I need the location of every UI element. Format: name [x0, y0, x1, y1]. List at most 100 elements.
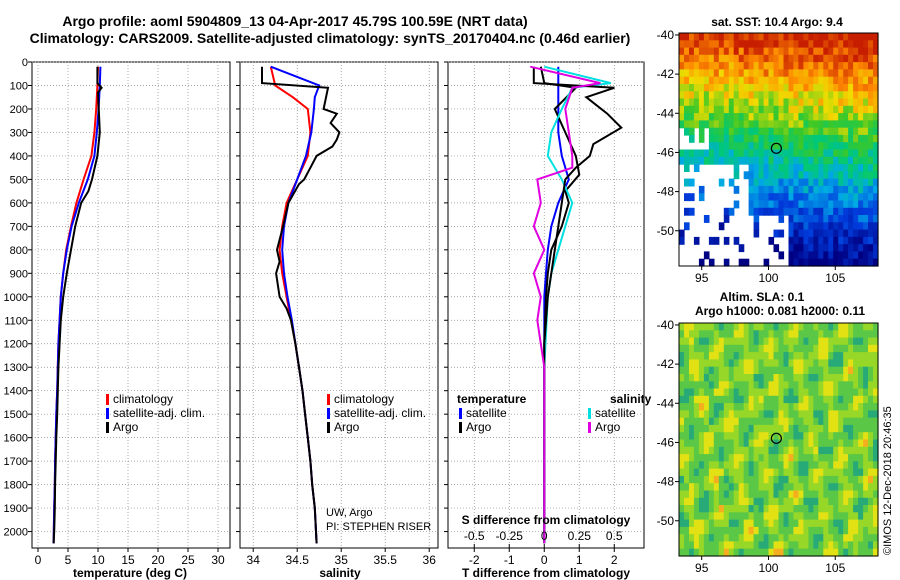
map-cell [823, 454, 829, 462]
map-cell [728, 134, 735, 143]
map-cell [783, 374, 790, 382]
map-cell [873, 512, 879, 521]
y-tick-label: 800 [10, 245, 28, 257]
map-cell [698, 381, 705, 390]
map-cell [858, 497, 864, 506]
map-cell [848, 461, 854, 470]
map-cell [728, 84, 735, 92]
map-cell [783, 76, 790, 85]
map-cell [828, 244, 834, 253]
map-cell [689, 432, 695, 441]
map-cell [693, 534, 700, 543]
legend-label: satellite [466, 406, 507, 420]
map-cell [823, 541, 829, 550]
map-cell [689, 84, 695, 92]
map-cell [703, 490, 710, 499]
map-cell [853, 534, 859, 543]
map-cell [818, 417, 824, 426]
map-cell [843, 330, 849, 339]
map-cell [833, 215, 839, 223]
map-cell [703, 475, 710, 484]
map-cell [863, 222, 869, 231]
map-cell [793, 337, 799, 346]
map-cell [818, 366, 824, 375]
map-cell [813, 483, 819, 492]
map-cell [783, 461, 790, 470]
map-cell [868, 149, 874, 158]
map-cell [823, 461, 829, 470]
map-cell [853, 541, 859, 550]
map-cell [773, 497, 780, 506]
map-cell [733, 512, 740, 521]
map-cell [843, 207, 849, 216]
map-cell [873, 69, 879, 78]
map-cell [838, 156, 844, 165]
map-cell [728, 483, 735, 492]
map-cell [853, 344, 859, 353]
map-cell [743, 374, 750, 382]
map-cell [863, 229, 869, 238]
map-cell [823, 193, 829, 202]
map-cell [679, 439, 685, 448]
map-cell [853, 84, 859, 92]
map-cell [778, 483, 785, 492]
map-cell [723, 120, 730, 129]
map-cell [798, 251, 804, 260]
map-cell [778, 200, 785, 209]
map-cell [798, 461, 804, 470]
map-cell [813, 432, 819, 441]
map-cell [803, 185, 809, 194]
map-cell [788, 395, 795, 404]
map-cell [803, 164, 809, 172]
map-cell [723, 69, 730, 78]
map-cell [728, 149, 735, 158]
map-cell [798, 62, 804, 70]
map-cell [873, 352, 879, 360]
map-cell [693, 236, 700, 245]
map-cell [753, 193, 760, 202]
map-cell [723, 76, 730, 85]
map-cell [858, 395, 864, 404]
map-cell [863, 330, 869, 339]
map-cell [803, 490, 809, 499]
map-cell [803, 236, 809, 245]
map-cell [768, 200, 775, 209]
map-cell [723, 344, 730, 353]
map-cell [743, 330, 750, 339]
map-cell [753, 91, 760, 100]
map-cell [733, 403, 740, 411]
map-cell [808, 548, 814, 557]
map-cell [753, 534, 760, 543]
map-cell [793, 512, 799, 521]
map-cell [833, 359, 839, 368]
y-tick-label: 0 [22, 57, 28, 69]
map-cell [748, 468, 755, 477]
map-cell [843, 344, 849, 353]
map-cell [868, 113, 874, 121]
map-cell [788, 366, 795, 375]
map-cell [858, 403, 864, 411]
map-cell [753, 439, 760, 448]
map-cell [723, 258, 730, 267]
map-cell [713, 134, 720, 143]
map-cell [713, 432, 720, 441]
map-cell [693, 40, 700, 49]
map-cell [818, 120, 824, 129]
map-cell [748, 207, 755, 216]
map-cell [788, 512, 795, 521]
map-cell [758, 446, 765, 455]
map-cell [718, 330, 725, 339]
map-cell [679, 424, 685, 433]
map-cell [808, 215, 814, 223]
map-cell [798, 483, 804, 492]
map-cell [748, 193, 755, 202]
map-cell [848, 229, 854, 238]
map-cell [788, 178, 795, 187]
map-cell [723, 483, 730, 492]
map-cell [748, 548, 755, 557]
map-cell [853, 236, 859, 245]
map-cell [783, 47, 790, 56]
map-cell [853, 526, 859, 535]
map-cell [708, 142, 715, 151]
map-cell [689, 541, 695, 550]
